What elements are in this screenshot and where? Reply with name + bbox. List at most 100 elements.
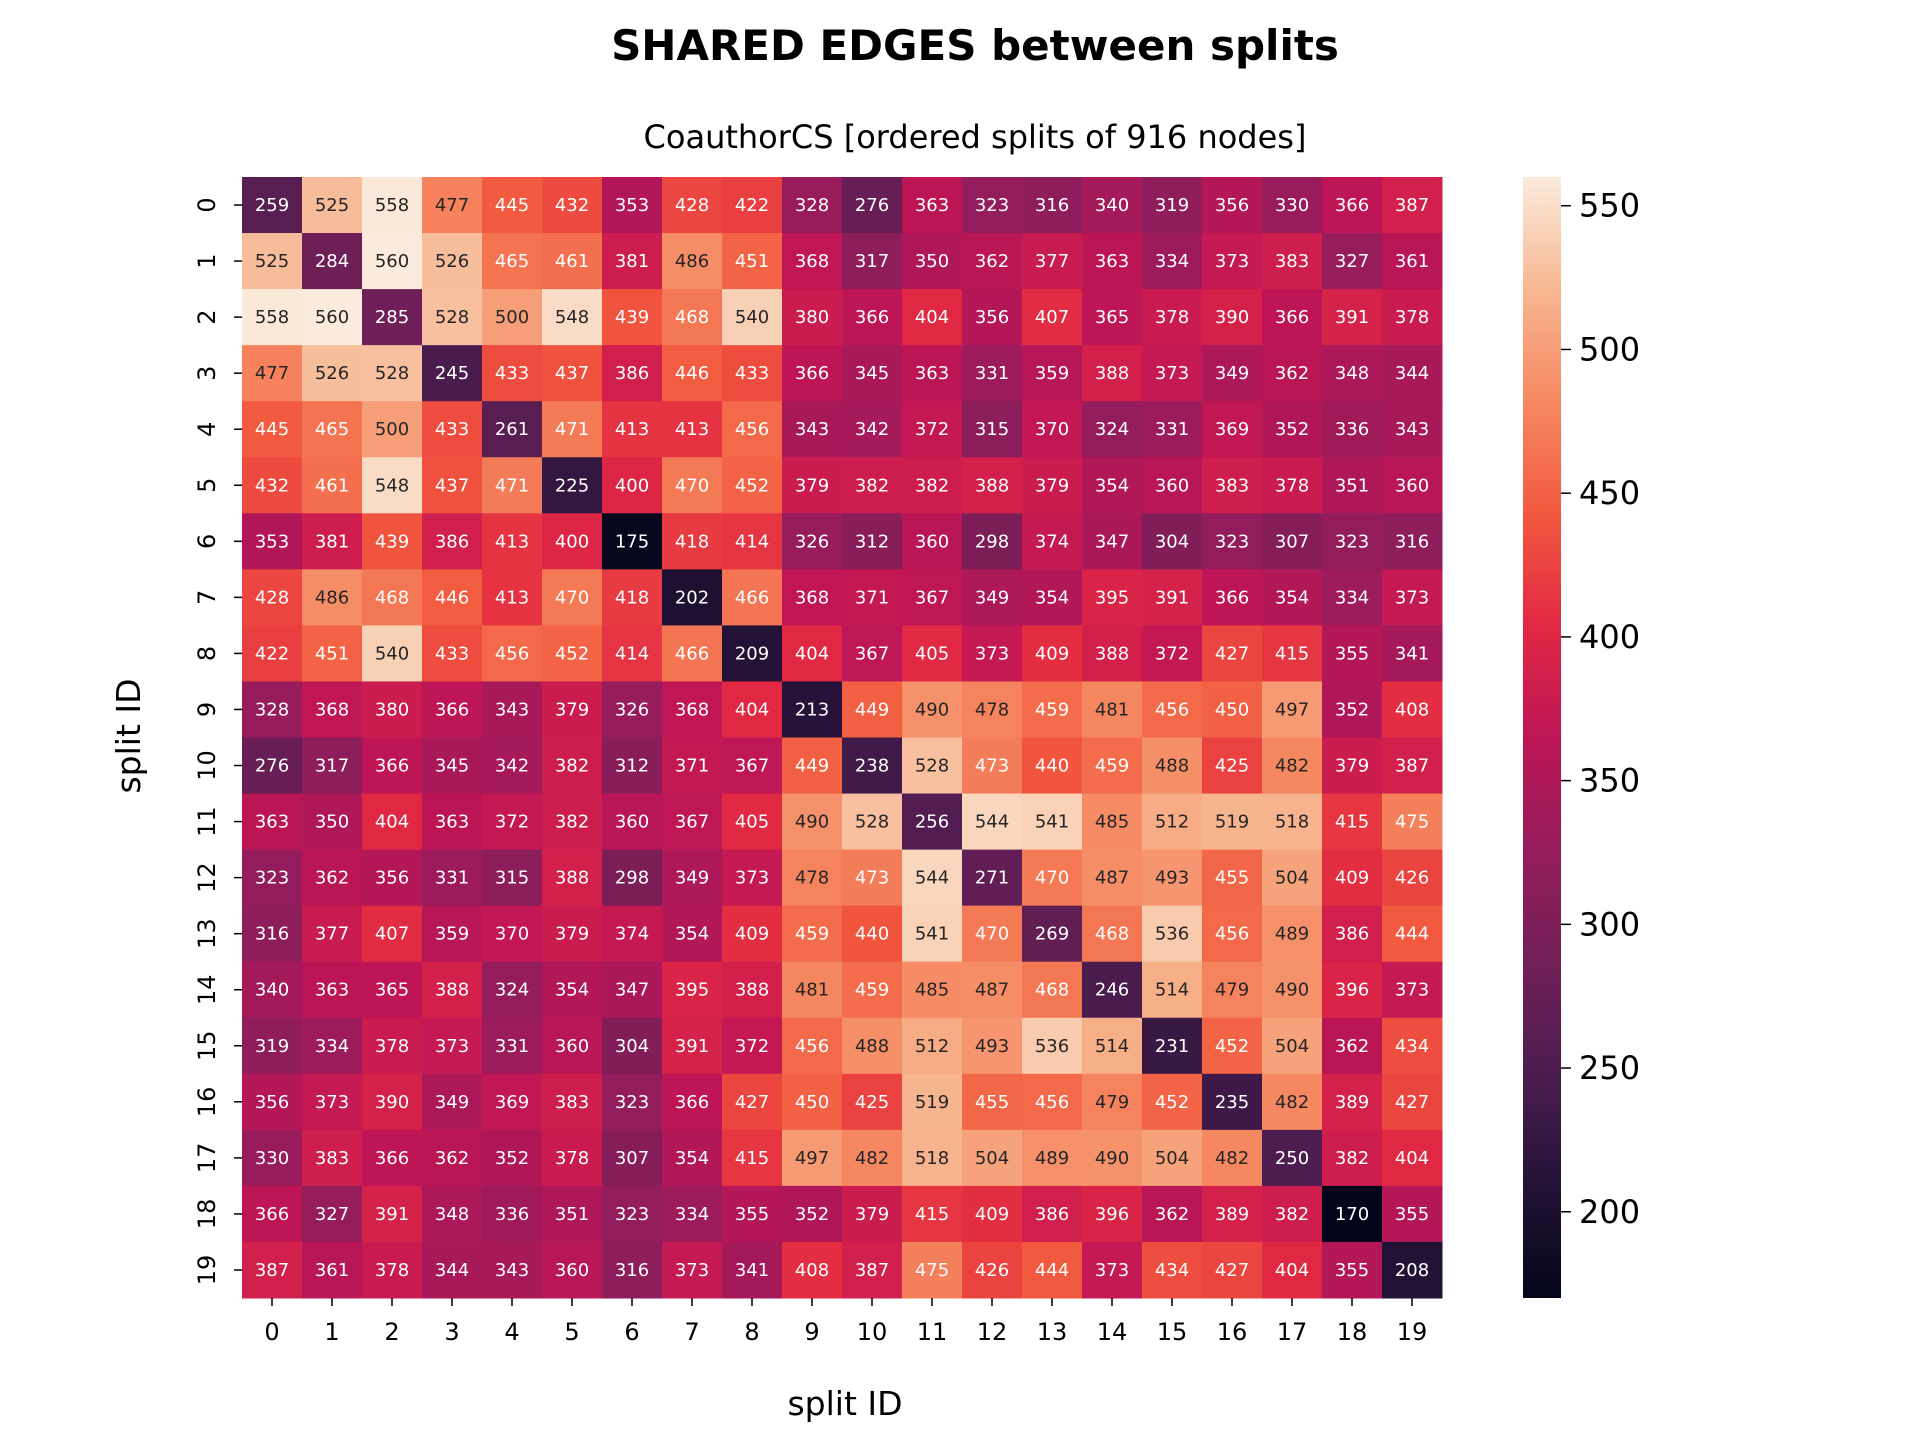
- heatmap-cell: [1082, 1017, 1143, 1075]
- cell-value-label: 413: [615, 419, 649, 440]
- heatmap-cell: [362, 1241, 423, 1299]
- cell-value-label: 444: [1035, 1260, 1069, 1281]
- heatmap-cell: [362, 1017, 423, 1075]
- heatmap-cell: [1142, 905, 1203, 963]
- y-tick-label: 16: [193, 1087, 221, 1118]
- cell-value-label: 433: [495, 363, 529, 384]
- cell-value-label: 352: [795, 1204, 829, 1225]
- heatmap-cell: [482, 177, 543, 234]
- cell-value-label: 490: [1095, 1148, 1129, 1169]
- cell-value-label: 349: [975, 587, 1009, 608]
- heatmap-cell: [1202, 1185, 1263, 1243]
- cell-value-label: 349: [435, 1092, 469, 1113]
- y-tick-label: 17: [193, 1143, 221, 1174]
- y-tick-label: 15: [193, 1031, 221, 1062]
- cell-value-label: 225: [555, 475, 589, 496]
- cell-value-label: 452: [555, 643, 589, 664]
- heatmap-cell: [302, 1073, 363, 1131]
- cell-value-label: 525: [315, 195, 349, 216]
- heatmap-cell: [842, 625, 903, 682]
- heatmap-cell: [482, 1073, 543, 1131]
- heatmap-cell: [482, 793, 543, 851]
- cell-value-label: 298: [615, 868, 649, 889]
- heatmap-cell: [362, 401, 423, 458]
- heatmap-cell: [422, 569, 483, 626]
- heatmap-cell: [902, 681, 963, 738]
- heatmap-cell: [602, 737, 663, 795]
- cell-value-label: 386: [1035, 1204, 1069, 1225]
- heatmap-cell: [242, 513, 303, 570]
- cell-value-label: 395: [1095, 587, 1129, 608]
- heatmap-cell: [1382, 177, 1443, 234]
- heatmap-cell: [302, 849, 363, 907]
- cell-value-label: 504: [1275, 1036, 1309, 1057]
- cell-value-label: 347: [615, 980, 649, 1001]
- cell-value-label: 235: [1215, 1092, 1249, 1113]
- cell-value-label: 383: [315, 1148, 349, 1169]
- heatmap-cell: [1382, 401, 1443, 458]
- heatmap-cell: [722, 345, 783, 402]
- heatmap-cell: [1262, 233, 1323, 290]
- heatmap-cell: [842, 961, 903, 1019]
- cell-value-label: 465: [315, 419, 349, 440]
- cell-value-label: 342: [855, 419, 889, 440]
- cell-value-label: 456: [1155, 699, 1189, 720]
- heatmap-cell: [602, 681, 663, 738]
- heatmap-cell: [1022, 961, 1083, 1019]
- heatmap-cell: [482, 289, 543, 346]
- heatmap-cell: [1022, 177, 1083, 234]
- x-tick-label: 16: [1217, 1318, 1248, 1346]
- cell-value-label: 324: [1095, 419, 1129, 440]
- heatmap-cell: [842, 1073, 903, 1131]
- cell-value-label: 330: [1275, 195, 1309, 216]
- heatmap-cell: [782, 1073, 843, 1131]
- colorbar-tick-label: 250: [1579, 1049, 1640, 1087]
- y-tick-label: 5: [193, 478, 221, 493]
- colorbar-tick-label: 400: [1579, 618, 1640, 656]
- y-tick-label: 3: [193, 366, 221, 381]
- heatmap-cell: [1262, 1017, 1323, 1075]
- heatmap-cell: [1082, 905, 1143, 963]
- heatmap-cell: [782, 625, 843, 682]
- cell-value-label: 473: [975, 756, 1009, 777]
- x-tick-label: 7: [684, 1318, 699, 1346]
- cell-value-label: 276: [855, 195, 889, 216]
- cell-value-label: 334: [675, 1204, 709, 1225]
- y-tick-label: 7: [193, 590, 221, 605]
- cell-value-label: 390: [375, 1092, 409, 1113]
- heatmap-cell: [242, 681, 303, 738]
- heatmap-cell: [782, 233, 843, 290]
- cell-value-label: 261: [495, 419, 529, 440]
- cell-value-label: 369: [495, 1092, 529, 1113]
- cell-value-label: 482: [1275, 1092, 1309, 1113]
- cell-value-label: 468: [1035, 980, 1069, 1001]
- cell-value-label: 427: [1215, 1260, 1249, 1281]
- heatmap-cell: [242, 569, 303, 626]
- heatmap-cell: [1142, 345, 1203, 402]
- y-tick-label: 11: [193, 806, 221, 837]
- heatmap-cell: [542, 401, 603, 458]
- cell-value-label: 328: [255, 699, 289, 720]
- cell-value-label: 459: [795, 924, 829, 945]
- heatmap-cell: [302, 737, 363, 795]
- heatmap-cell: [902, 513, 963, 570]
- cell-value-label: 334: [1155, 251, 1189, 272]
- heatmap-cell: [1022, 1017, 1083, 1075]
- cell-value-label: 485: [915, 980, 949, 1001]
- cell-value-label: 363: [1095, 251, 1129, 272]
- cell-value-label: 560: [375, 251, 409, 272]
- cell-value-label: 409: [975, 1204, 1009, 1225]
- cell-value-label: 317: [855, 251, 889, 272]
- heatmap-cell: [602, 905, 663, 963]
- cell-value-label: 497: [1275, 699, 1309, 720]
- cell-value-label: 408: [1395, 699, 1429, 720]
- heatmap-cell: [1322, 457, 1383, 514]
- heatmap-cell: [1022, 793, 1083, 851]
- cell-value-label: 433: [735, 363, 769, 384]
- heatmap-cell: [422, 401, 483, 458]
- cell-value-label: 354: [675, 1148, 709, 1169]
- heatmap-cell: [1142, 513, 1203, 570]
- heatmap-cell: [1202, 1017, 1263, 1075]
- cell-value-label: 351: [1335, 475, 1369, 496]
